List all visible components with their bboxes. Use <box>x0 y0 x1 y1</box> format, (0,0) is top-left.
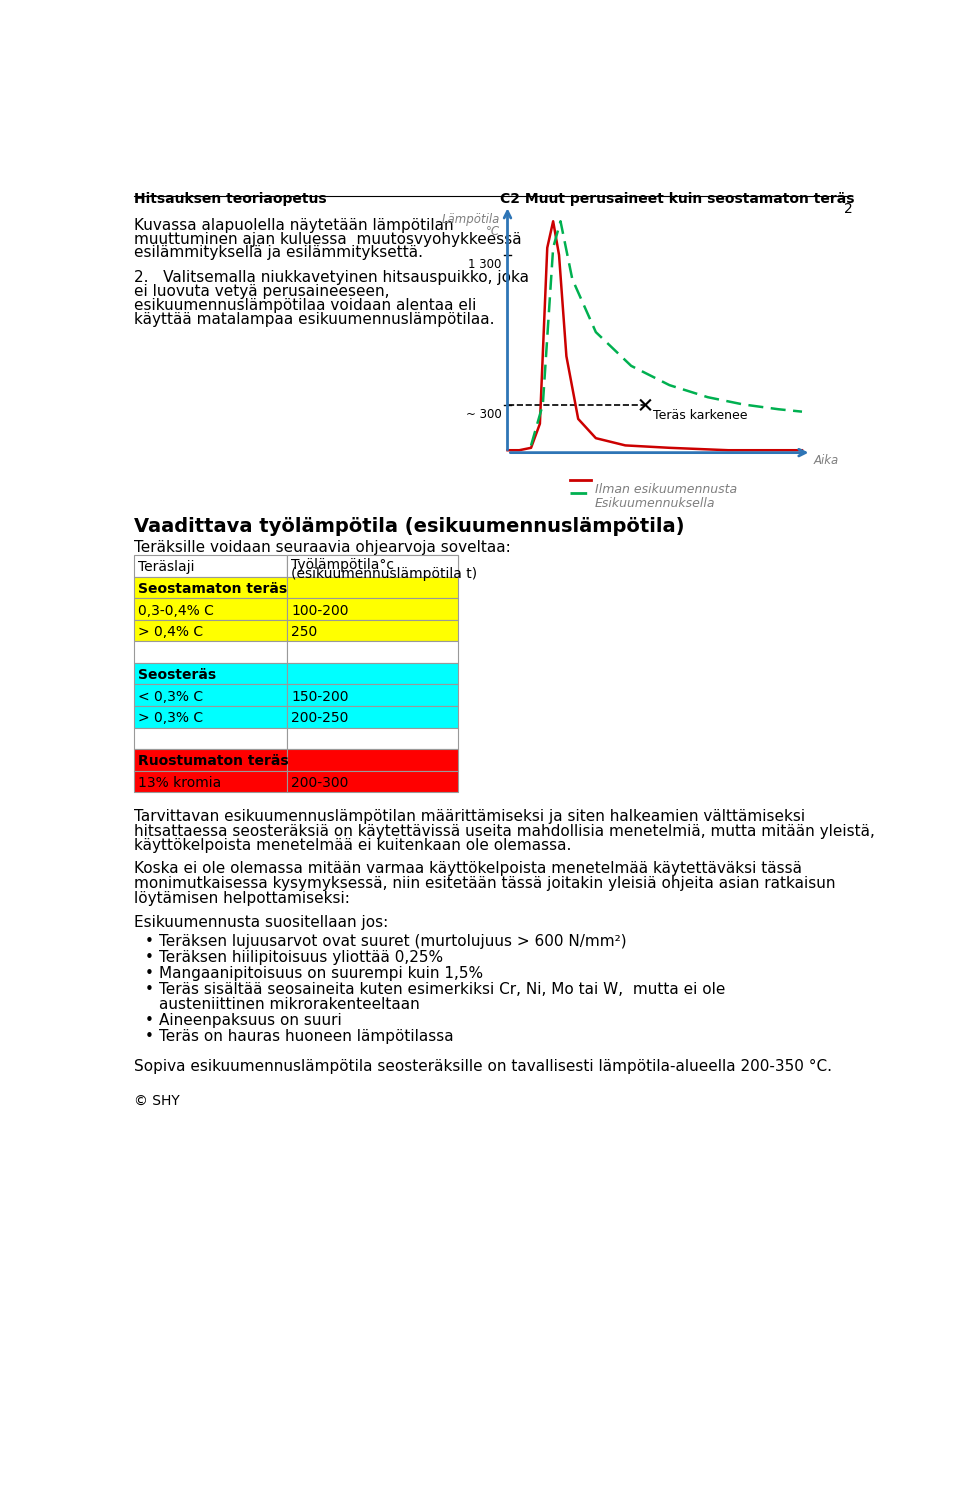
Text: löytämisen helpottamiseksi:: löytämisen helpottamiseksi: <box>134 890 349 905</box>
Text: Teräs karkenee: Teräs karkenee <box>653 409 748 421</box>
Text: Vaadittava työlämpötila (esikuumennuslämpötila): Vaadittava työlämpötila (esikuumennusläm… <box>134 517 684 535</box>
Text: (esikuumennuslämpötila t): (esikuumennuslämpötila t) <box>291 568 477 581</box>
Text: muuttuminen ajan kuluessa  muutosvyohykkeessä: muuttuminen ajan kuluessa muutosvyohykke… <box>134 232 521 247</box>
Text: °C: °C <box>486 224 500 238</box>
Bar <box>287 771 458 792</box>
Text: Esikuumennusta suositellaan jos:: Esikuumennusta suositellaan jos: <box>134 916 388 931</box>
Text: 200-300: 200-300 <box>291 775 348 790</box>
Bar <box>287 641 458 663</box>
Bar <box>134 620 287 641</box>
Bar <box>134 728 287 748</box>
Text: hitsattaessa seosteräksiä on käytettävissä useita mahdollisia menetelmiä, mutta : hitsattaessa seosteräksiä on käytettävis… <box>134 823 875 838</box>
Text: •: • <box>145 934 154 949</box>
Text: Kuvassa alapuolella näytetään lämpötilan: Kuvassa alapuolella näytetään lämpötilan <box>134 218 453 233</box>
Text: Ilman esikuumennusta: Ilman esikuumennusta <box>595 484 737 496</box>
Text: Seosteräs: Seosteräs <box>138 668 216 683</box>
Text: Teräksen hiilipitoisuus yliottää 0,25%: Teräksen hiilipitoisuus yliottää 0,25% <box>158 950 443 965</box>
Text: 100-200: 100-200 <box>291 604 348 617</box>
Text: 150-200: 150-200 <box>291 690 348 704</box>
Text: Työlämpötila°c: Työlämpötila°c <box>291 559 395 572</box>
Text: monimutkaisessa kysymyksessä, niin esitetään tässä joitakin yleisiä ohjeita asia: monimutkaisessa kysymyksessä, niin esite… <box>134 875 835 890</box>
Bar <box>134 771 287 792</box>
Bar <box>287 556 458 577</box>
Text: •: • <box>145 983 154 998</box>
Text: esikuumennuslämpötilaa voidaan alentaa eli: esikuumennuslämpötilaa voidaan alentaa e… <box>134 297 476 312</box>
Text: Teräslaji: Teräslaji <box>138 560 194 574</box>
Text: Sopiva esikuumennuslämpötila seosteräksille on tavallisesti lämpötila-alueella 2: Sopiva esikuumennuslämpötila seosteräksi… <box>134 1059 832 1074</box>
Bar <box>287 620 458 641</box>
Text: 250: 250 <box>291 624 318 639</box>
Text: •: • <box>145 950 154 965</box>
Text: 200-250: 200-250 <box>291 711 348 726</box>
Bar <box>134 598 287 620</box>
Text: Ruostumaton teräs: Ruostumaton teräs <box>138 754 288 768</box>
Bar <box>287 663 458 684</box>
Text: •: • <box>145 967 154 982</box>
Text: 1 300: 1 300 <box>468 258 501 270</box>
Bar <box>134 556 287 577</box>
Bar <box>287 748 458 771</box>
Text: Esikuumennuksella: Esikuumennuksella <box>595 498 715 511</box>
Bar <box>134 641 287 663</box>
Text: Lämpötila: Lämpötila <box>442 214 500 226</box>
Text: Teräksille voidaan seuraavia ohjearvoja soveltaa:: Teräksille voidaan seuraavia ohjearvoja … <box>134 539 511 554</box>
Text: < 0,3% C: < 0,3% C <box>138 690 203 704</box>
Bar <box>287 577 458 598</box>
Text: esilämmityksellä ja esilämmityksettä.: esilämmityksellä ja esilämmityksettä. <box>134 245 423 260</box>
Text: > 0,4% C: > 0,4% C <box>138 624 203 639</box>
Text: •: • <box>145 1029 154 1044</box>
Text: ei luovuta vetyä perusaineeseen,: ei luovuta vetyä perusaineeseen, <box>134 284 390 299</box>
Bar <box>287 728 458 748</box>
Text: 13% kromia: 13% kromia <box>138 775 221 790</box>
Bar <box>134 748 287 771</box>
Text: käyttää matalampaa esikuumennuslämpötilaa.: käyttää matalampaa esikuumennuslämpötila… <box>134 312 494 327</box>
Text: C2 Muut perusaineet kuin seostamaton teräs: C2 Muut perusaineet kuin seostamaton ter… <box>500 191 854 206</box>
Bar <box>134 663 287 684</box>
Text: Teräksen lujuusarvot ovat suuret (murtolujuus > 600 N/mm²): Teräksen lujuusarvot ovat suuret (murtol… <box>158 934 626 949</box>
Text: Teräs on hauras huoneen lämpötilassa: Teräs on hauras huoneen lämpötilassa <box>158 1029 453 1044</box>
Text: Aineenpaksuus on suuri: Aineenpaksuus on suuri <box>158 1013 342 1028</box>
Text: Aika: Aika <box>814 454 839 468</box>
Bar <box>287 598 458 620</box>
Text: ~ 300: ~ 300 <box>466 408 501 421</box>
Text: •: • <box>145 1013 154 1028</box>
Text: 2.   Valitsemalla niukkavetyinen hitsauspuikko, joka: 2. Valitsemalla niukkavetyinen hitsauspu… <box>134 270 529 285</box>
Bar <box>287 684 458 707</box>
Text: © SHY: © SHY <box>134 1094 180 1109</box>
Text: Koska ei ole olemassa mitään varmaa käyttökelpoista menetelmää käytettäväksi täs: Koska ei ole olemassa mitään varmaa käyt… <box>134 862 802 877</box>
Text: Hitsauksen teoriaopetus: Hitsauksen teoriaopetus <box>134 191 326 206</box>
Bar <box>287 556 458 577</box>
Text: Teräs sisältää seosaineita kuten esimerkiksi Cr, Ni, Mo tai W,  mutta ei ole: Teräs sisältää seosaineita kuten esimerk… <box>158 983 725 998</box>
Bar <box>134 707 287 728</box>
Text: austeniittinen mikrorakenteeltaan: austeniittinen mikrorakenteeltaan <box>158 996 420 1011</box>
Text: Mangaanipitoisuus on suurempi kuin 1,5%: Mangaanipitoisuus on suurempi kuin 1,5% <box>158 967 483 982</box>
Bar <box>287 707 458 728</box>
Text: 2: 2 <box>844 202 852 217</box>
Text: käyttökelpoista menetelmää ei kuitenkaan ole olemassa.: käyttökelpoista menetelmää ei kuitenkaan… <box>134 838 571 853</box>
Bar <box>134 577 287 598</box>
Text: Tarvittavan esikuumennuslämpötilan määrittämiseksi ja siten halkeamien välttämis: Tarvittavan esikuumennuslämpötilan määri… <box>134 810 805 825</box>
Text: Seostamaton teräs: Seostamaton teräs <box>138 583 287 596</box>
Bar <box>134 684 287 707</box>
Text: > 0,3% C: > 0,3% C <box>138 711 203 726</box>
Text: 0,3-0,4% C: 0,3-0,4% C <box>138 604 214 617</box>
